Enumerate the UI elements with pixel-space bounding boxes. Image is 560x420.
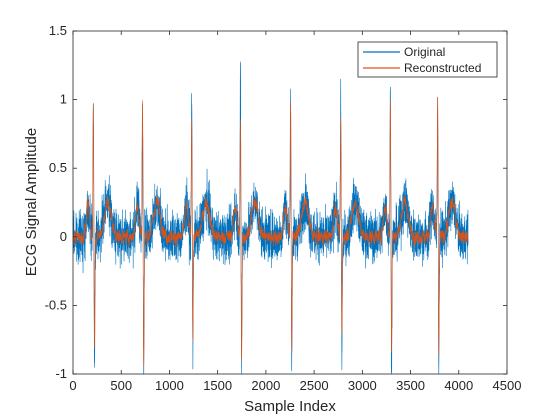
y-tick-label: -1 bbox=[55, 366, 67, 381]
x-axis-label: Sample Index bbox=[244, 398, 336, 415]
x-tick-label: 1000 bbox=[155, 378, 184, 393]
y-tick-label: 0.5 bbox=[49, 160, 67, 175]
x-tick-label: 0 bbox=[69, 378, 76, 393]
y-tick-label: 1 bbox=[60, 92, 67, 107]
x-tick-label: 2000 bbox=[251, 378, 280, 393]
legend-label-original: Original bbox=[404, 45, 445, 59]
y-tick-label: -0.5 bbox=[45, 297, 67, 312]
y-tick-label: 1.5 bbox=[49, 23, 67, 38]
legend-box bbox=[357, 41, 498, 78]
x-tick-label: 4500 bbox=[493, 378, 522, 393]
series-layer bbox=[72, 61, 469, 375]
axes-box bbox=[72, 30, 508, 375]
ticks-layer: 0 500 1000 1500 2000 2500 3000 3500 4000 4500 -1 -0… bbox=[45, 23, 522, 393]
x-tick-label: 3000 bbox=[348, 378, 377, 393]
axes-layer bbox=[72, 30, 508, 375]
legend: Original Reconstructed bbox=[357, 41, 498, 78]
y-axis-label: ECG Signal Amplitude bbox=[23, 128, 40, 276]
x-tick-label: 3500 bbox=[396, 378, 425, 393]
legend-label-reconstructed: Reconstructed bbox=[404, 61, 481, 75]
x-tick-label: 1500 bbox=[203, 378, 232, 393]
x-tick-label: 2500 bbox=[300, 378, 329, 393]
x-tick-label: 4000 bbox=[444, 378, 473, 393]
y-tick-label: 0 bbox=[60, 229, 67, 244]
series-line-reconstructed bbox=[72, 97, 469, 367]
x-tick-label: 500 bbox=[110, 378, 132, 393]
